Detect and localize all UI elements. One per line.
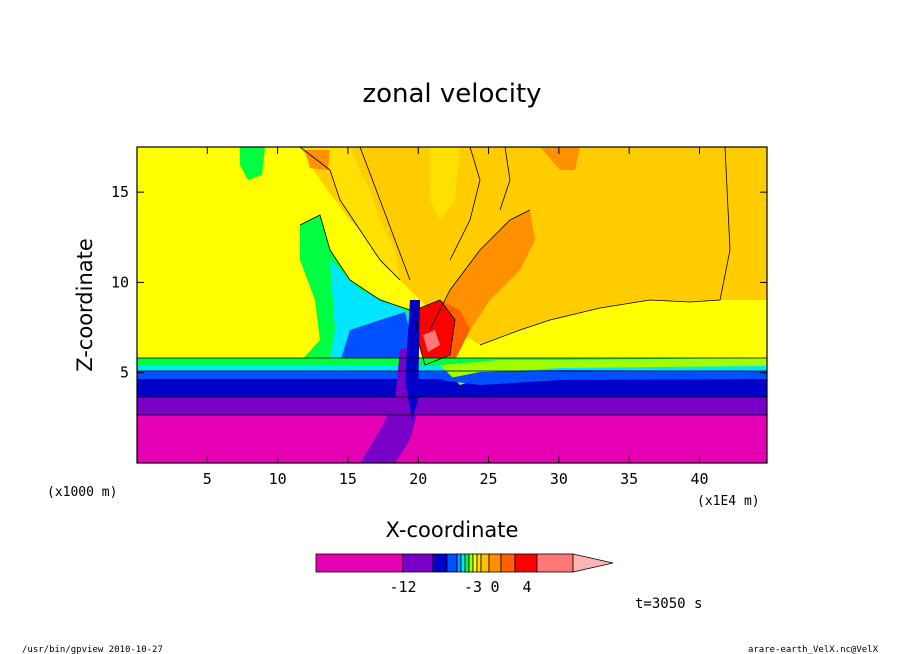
colorbar bbox=[315, 553, 614, 573]
y-tick-label: 15 bbox=[111, 183, 129, 201]
y-scale-note: (x1000 m) bbox=[47, 485, 117, 500]
chart-title: zonal velocity bbox=[362, 79, 541, 109]
y-axis-label: Z-coordinate bbox=[73, 238, 97, 372]
colorbar-segment bbox=[536, 553, 574, 573]
y-tick-label: 10 bbox=[111, 273, 129, 291]
colorbar-segment bbox=[460, 553, 466, 573]
colorbar-segment bbox=[480, 553, 490, 573]
x-tick-label: 10 bbox=[269, 470, 287, 488]
time-label: t=3050 s bbox=[635, 596, 702, 612]
colorbar-tick-labels: -12 -3 0 4 bbox=[389, 578, 531, 596]
colorbar-segment bbox=[315, 553, 404, 573]
footer-right: arare-earth_VelX.nc@VelX bbox=[748, 645, 879, 654]
colorbar-segment bbox=[456, 553, 462, 573]
colorbar-segment bbox=[446, 553, 458, 573]
x-tick-label: 15 bbox=[339, 470, 357, 488]
colorbar-segment bbox=[476, 553, 482, 573]
colorbar-segment bbox=[468, 553, 474, 573]
contour-field bbox=[137, 147, 767, 463]
colorbar-tick-label: 0 bbox=[490, 578, 499, 596]
x-axis-ticks: 5 10 15 20 25 30 35 40 bbox=[203, 147, 709, 488]
x-scale-note: (x1E4 m) bbox=[697, 494, 760, 509]
footer-left: /usr/bin/gpview 2010-10-27 bbox=[22, 645, 163, 654]
colorbar-segment bbox=[402, 553, 434, 573]
colorbar-segment bbox=[488, 553, 502, 573]
x-tick-label: 40 bbox=[690, 470, 708, 488]
x-tick-label: 30 bbox=[550, 470, 568, 488]
x-tick-label: 20 bbox=[409, 470, 427, 488]
colorbar-segment bbox=[514, 553, 538, 573]
y-axis-ticks: 5 10 15 bbox=[111, 183, 767, 382]
colorbar-segment bbox=[432, 553, 448, 573]
colorbar-segment bbox=[472, 553, 478, 573]
colorbar-segment bbox=[500, 553, 516, 573]
contour-lines bbox=[137, 147, 767, 416]
x-tick-label: 5 bbox=[203, 470, 212, 488]
colorbar-arrow bbox=[572, 553, 614, 573]
y-tick-label: 5 bbox=[120, 364, 129, 382]
colorbar-tick-label: 4 bbox=[522, 578, 531, 596]
colorbar-segment bbox=[464, 553, 470, 573]
colorbar-tick-label: -3 bbox=[464, 578, 482, 596]
x-axis-label: X-coordinate bbox=[386, 518, 519, 542]
colorbar-tick-label: -12 bbox=[389, 578, 416, 596]
x-tick-label: 35 bbox=[620, 470, 638, 488]
x-tick-label: 25 bbox=[480, 470, 498, 488]
plot-frame bbox=[136, 146, 768, 464]
